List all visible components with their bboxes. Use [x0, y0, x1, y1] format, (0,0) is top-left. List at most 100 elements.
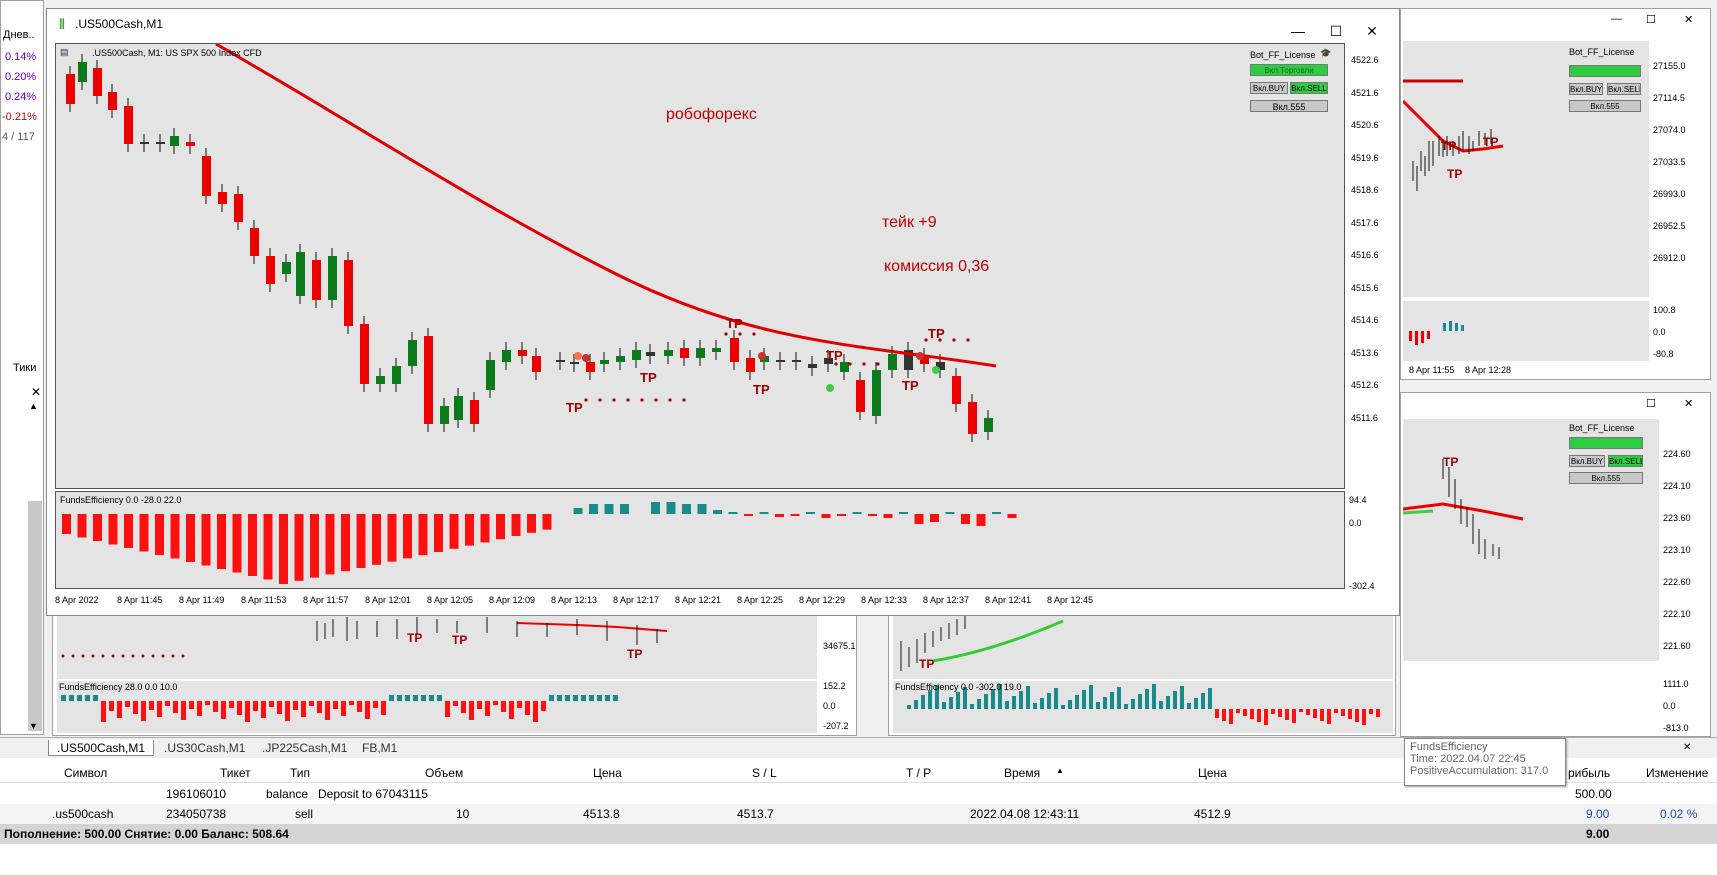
histogram-bar — [970, 704, 974, 709]
time-tick: 8 Apr 12:01 — [365, 595, 412, 605]
histogram-bar — [263, 514, 273, 580]
indicator-pane[interactable]: FundsEfficiency 0.0 -28.0 22.0 — [55, 491, 1345, 589]
histogram-bar — [984, 694, 988, 709]
column-header[interactable]: Цена — [1198, 766, 1227, 780]
histogram-bar — [149, 701, 154, 710]
column-header[interactable]: Тип — [290, 766, 311, 780]
scrollbar[interactable] — [28, 501, 42, 731]
ticks-tab[interactable]: Тики — [13, 362, 37, 374]
close-icon[interactable]: ✕ — [1684, 14, 1694, 26]
tab-fb[interactable]: FB,M1 — [362, 741, 398, 755]
column-header[interactable]: T / P — [906, 766, 932, 780]
indicator-pane[interactable]: FundsEfficiency 0.0 -302.0 19.0 — [893, 681, 1393, 733]
histogram-bar — [325, 701, 330, 720]
histogram-bar — [907, 705, 911, 709]
price-chart[interactable]: TP TP TP — [57, 611, 817, 679]
column-header[interactable]: Тикет — [220, 766, 251, 780]
scroll-up-icon[interactable]: ▲ — [29, 401, 38, 411]
histogram-bar — [1173, 691, 1177, 709]
candle-body — [392, 366, 401, 384]
buy-toggle-button[interactable]: Вкл.BUY — [1250, 82, 1288, 94]
price-tick: 26912.0 — [1653, 253, 1686, 263]
candle-body — [408, 340, 417, 366]
chart-window-bottom-left[interactable]: TP TP TP 34675.1 FundsEfficiency 28.0 0.… — [52, 600, 857, 736]
555-toggle-button[interactable]: Вкл.555 — [1569, 100, 1641, 112]
ind-tick: -813.0 — [1663, 723, 1689, 733]
sell-toggle-button[interactable]: Вкл.SELL — [1608, 455, 1643, 467]
close-icon[interactable]: ✕ — [1684, 398, 1694, 410]
chart-window-bottom-right[interactable]: ☐ ✕ TP Bot_FF_License Вкл.BUY Вкл.SELL В… — [1400, 392, 1711, 737]
tooltip-title: FundsEfficiency — [1410, 741, 1488, 753]
close-icon[interactable]: ✕ — [1683, 742, 1692, 753]
buy-toggle-button[interactable]: Вкл.BUY — [1569, 455, 1605, 467]
main-chart-window[interactable]: ⫴ .US500Cash,M1 — ☐ ✕ TP TP TP TP TP TP TP ▤ .… — [46, 8, 1400, 616]
tp-marker: TP — [640, 370, 657, 385]
sell-toggle-button[interactable]: Вкл.SELL — [1607, 83, 1641, 95]
annotation-text: комиссия 0,36 — [884, 258, 990, 275]
price-chart[interactable]: TP Bot_FF_License Вкл.BUY Вкл.SELL Вкл.5… — [1402, 419, 1659, 661]
chart-window-top-right[interactable]: — ☐ ✕ TP TP TP Bot_FF_License Вкл.BUY Вк… — [1400, 8, 1711, 380]
navigator-close-icon[interactable]: ✕ — [31, 385, 42, 399]
ticket-cell: 196106010 — [166, 787, 227, 801]
histogram-bar — [1026, 686, 1030, 709]
tp-dot — [848, 362, 852, 366]
price-chart[interactable]: TP TP TP TP TP TP TP ▤ .US500Cash, M1: US SPX … — [55, 42, 1345, 489]
trade-marker — [574, 352, 582, 360]
indicator-pane[interactable] — [1403, 301, 1649, 361]
histogram-bar — [293, 701, 298, 710]
tp-marker: TP — [407, 631, 423, 645]
column-header[interactable]: S / L — [752, 766, 777, 780]
total-profit: 9.00 — [1586, 827, 1610, 841]
window-titlebar[interactable]: ⫴ .US500Cash,M1 — ☐ ✕ — [47, 9, 1399, 39]
maximize-icon[interactable]: ☐ — [1646, 398, 1656, 410]
table-row[interactable]: .us500cash 234050738 sell 10 4513.8 4513… — [0, 804, 1717, 824]
histogram-bar — [277, 701, 282, 714]
ind-tick: -207.2 — [823, 721, 849, 731]
time-tick: 8 Apr 12:37 — [923, 595, 970, 605]
histogram-bar — [1194, 698, 1198, 709]
chart-menu-icon[interactable]: ▤ — [60, 47, 69, 57]
trading-toggle-button[interactable] — [1569, 65, 1641, 77]
tp-dot — [752, 332, 756, 336]
time-tick: 8 Apr 11:49 — [179, 595, 225, 605]
column-header[interactable]: Цена — [593, 766, 622, 780]
555-toggle-button[interactable]: Вкл.555 — [1569, 472, 1643, 484]
maximize-icon[interactable]: ☐ — [1646, 14, 1656, 26]
candle-body — [712, 348, 721, 352]
buy-toggle-button[interactable]: Вкл.BUY — [1569, 83, 1603, 95]
table-row[interactable]: 196106010 balance Deposit to 67043115 50… — [0, 784, 1717, 804]
column-header[interactable]: Объем — [425, 766, 464, 780]
time-axis: 8 Apr 2022 8 Apr 11:45 8 Apr 11:49 8 Apr 11… — [55, 593, 1345, 609]
trading-toggle-button[interactable]: Вкл.Торговли — [1250, 64, 1328, 76]
histogram-bar — [62, 514, 71, 534]
price-chart[interactable]: TP — [893, 611, 1393, 679]
tab-jp225[interactable]: .JP225Cash,M1 — [262, 741, 348, 755]
column-header[interactable]: Символ — [64, 766, 108, 780]
close-icon[interactable]: ✕ — [1366, 23, 1378, 39]
trading-toggle-button[interactable] — [1569, 437, 1643, 449]
column-header[interactable]: Изменение — [1646, 766, 1709, 780]
tp-marker: TP — [1483, 135, 1499, 149]
maximize-icon[interactable]: ☐ — [1329, 23, 1343, 39]
histogram-bar — [108, 514, 118, 545]
histogram-bar — [1208, 688, 1212, 709]
time-tick: 8 Apr 12:05 — [427, 595, 474, 605]
histogram-bar — [837, 514, 846, 516]
minimize-icon[interactable]: — — [1611, 13, 1622, 25]
chart-window-bottom-mid[interactable]: TP FundsEfficiency 0.0 -302.0 19.0 — [888, 600, 1396, 736]
scroll-down-icon[interactable]: ▼ — [29, 721, 38, 731]
column-header[interactable]: рибыль — [1568, 766, 1611, 780]
indicator-pane[interactable]: FundsEfficiency 28.0 0.0 10.0 — [57, 681, 817, 733]
tp-dot — [966, 338, 970, 342]
candle-body — [792, 360, 801, 362]
sell-toggle-button[interactable]: Вкл.SELL — [1290, 82, 1328, 94]
histogram-bar — [976, 514, 986, 526]
candle-body — [532, 356, 541, 372]
candle-body — [170, 136, 179, 146]
tab-us500[interactable]: .US500Cash,M1 — [48, 740, 155, 756]
column-header[interactable]: Время — [1004, 766, 1041, 780]
tab-us30[interactable]: .US30Cash,M1 — [164, 741, 246, 755]
555-toggle-button[interactable]: Вкл.555 — [1250, 100, 1328, 112]
minimize-icon[interactable]: — — [1291, 23, 1305, 39]
price-chart[interactable]: TP TP TP Bot_FF_License Вкл.BUY Вкл.SELL… — [1401, 41, 1649, 297]
